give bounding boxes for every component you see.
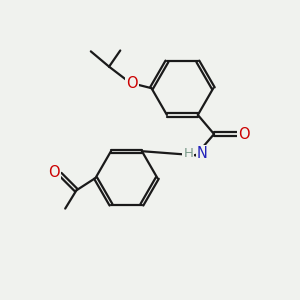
Text: N: N xyxy=(197,146,208,161)
Text: O: O xyxy=(48,165,59,180)
Text: O: O xyxy=(126,76,138,91)
Text: O: O xyxy=(238,127,249,142)
Text: H: H xyxy=(184,147,194,160)
